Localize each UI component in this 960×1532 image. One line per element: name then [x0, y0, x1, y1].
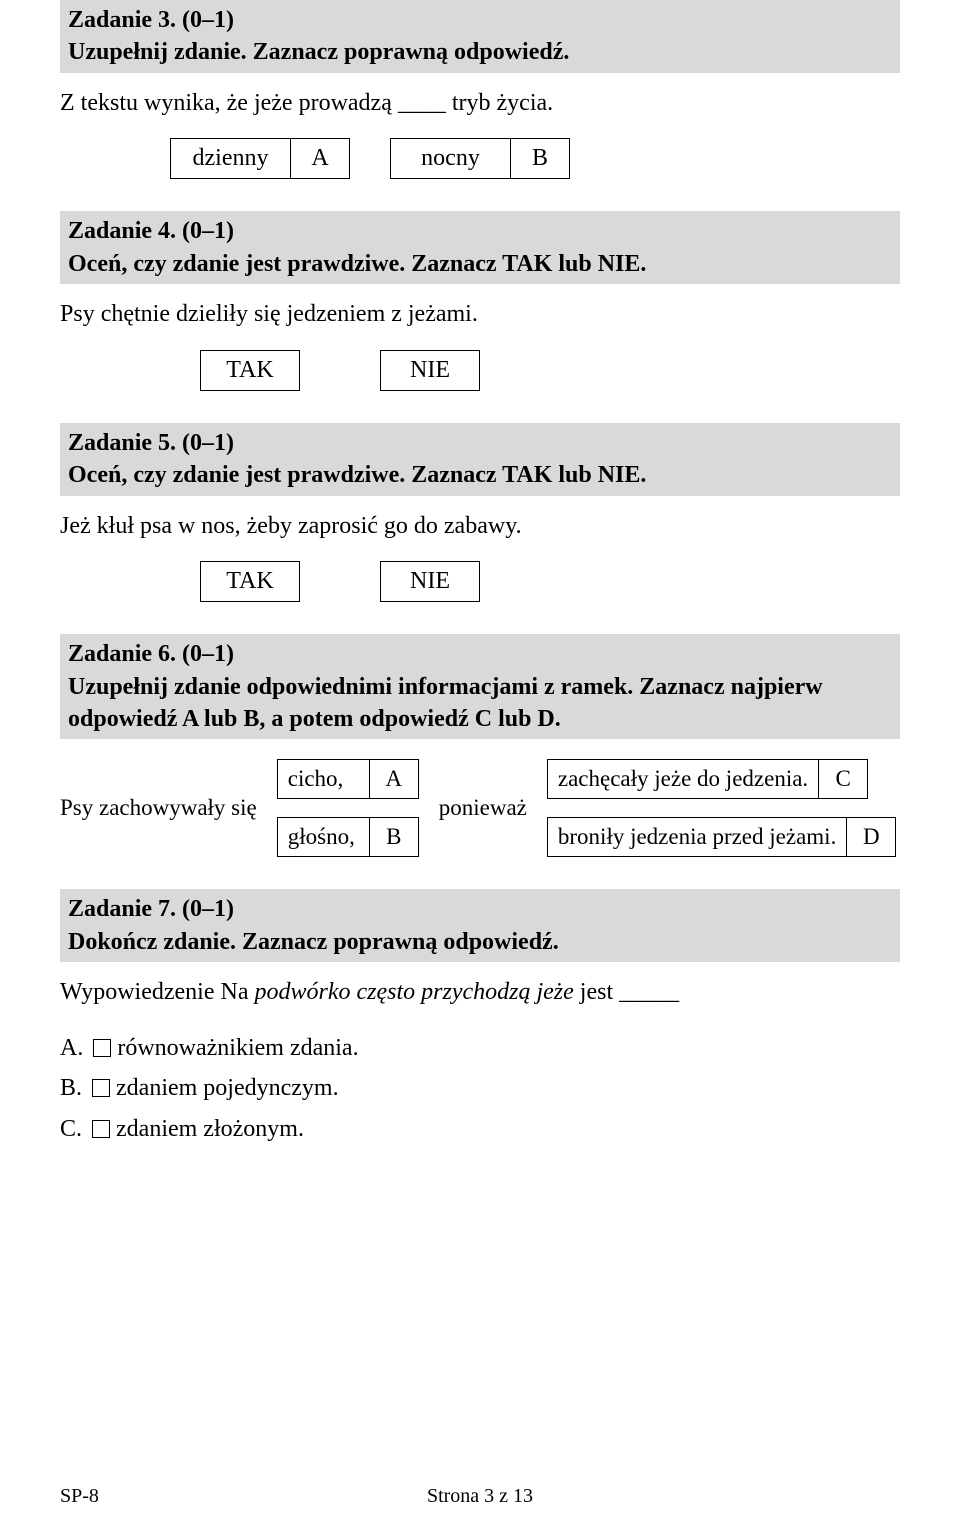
task7-answers: A. równoważnikiem zdania. B. zdaniem poj… [60, 1028, 900, 1150]
task3-title: Zadanie 3. (0–1) [68, 4, 892, 36]
checkbox-icon [93, 1039, 111, 1057]
option-label: cicho, [277, 759, 369, 799]
option-letter: C [818, 759, 868, 799]
page: Zadanie 3. (0–1) Uzupełnij zdanie. Zazna… [0, 0, 960, 1532]
task3-body: Z tekstu wynika, że jeże prowadzą ____ t… [60, 87, 900, 121]
option-letter: D [846, 817, 896, 857]
task6-lead: Psy zachowywały się [60, 795, 257, 821]
option-letter: B [369, 817, 419, 857]
page-footer: SP-8 Strona 3 z 13 [60, 1485, 900, 1508]
task6-instr: Uzupełnij zdanie odpowiednimi informacja… [68, 671, 892, 736]
task7-body-italic: podwórko często przychodzą jeże [254, 979, 573, 1005]
task4-title: Zadanie 4. (0–1) [68, 215, 892, 247]
task7-body-suffix: jest _____ [574, 979, 679, 1005]
task5-tak[interactable]: TAK [200, 561, 300, 602]
task6-left-stack: cicho, A głośno, B [277, 759, 419, 857]
task6-sentence: Psy zachowywały się cicho, A głośno, B p… [60, 759, 900, 857]
option-letter: A [290, 138, 350, 179]
option-label: zachęcały jeże do jedzenia. [547, 759, 818, 799]
task5-nie[interactable]: NIE [380, 561, 480, 602]
option-label: nocny [390, 138, 510, 179]
task5-instr: Oceń, czy zdanie jest prawdziwe. Zaznacz… [68, 459, 892, 491]
task3-option-a[interactable]: dzienny A [170, 138, 350, 179]
option-letter: A [369, 759, 419, 799]
task5-body: Jeż kłuł psa w nos, żeby zaprosić go do … [60, 510, 900, 544]
answer-text: równoważnikiem zdania. [117, 1035, 358, 1061]
task4-nie[interactable]: NIE [380, 350, 480, 391]
option-letter: B [510, 138, 570, 179]
footer-center: Strona 3 z 13 [60, 1485, 900, 1508]
task5-title: Zadanie 5. (0–1) [68, 427, 892, 459]
option-label: dzienny [170, 138, 290, 179]
task3-options: dzienny A nocny B [170, 138, 900, 179]
task4-body: Psy chętnie dzieliły się jedzeniem z jeż… [60, 298, 900, 332]
task4-instr: Oceń, czy zdanie jest prawdziwe. Zaznacz… [68, 248, 892, 280]
task7-header: Zadanie 7. (0–1) Dokończ zdanie. Zaznacz… [60, 889, 900, 962]
answer-text: zdaniem złożonym. [116, 1116, 304, 1142]
task3-instr: Uzupełnij zdanie. Zaznacz poprawną odpow… [68, 36, 892, 68]
option-label: broniły jedzenia przed jeżami. [547, 817, 846, 857]
task7-answer-a[interactable]: A. równoważnikiem zdania. [60, 1028, 900, 1069]
task7-answer-c[interactable]: C. zdaniem złożonym. [60, 1109, 900, 1150]
answer-prefix: C. [60, 1116, 88, 1142]
option-label: głośno, [277, 817, 369, 857]
task6-title: Zadanie 6. (0–1) [68, 638, 892, 670]
answer-prefix: A. [60, 1035, 89, 1061]
checkbox-icon [92, 1120, 110, 1138]
task5-header: Zadanie 5. (0–1) Oceń, czy zdanie jest p… [60, 423, 900, 496]
task6-option-d[interactable]: broniły jedzenia przed jeżami. D [547, 817, 896, 857]
answer-text: zdaniem pojedynczym. [116, 1075, 339, 1101]
answer-prefix: B. [60, 1075, 88, 1101]
task6-option-b[interactable]: głośno, B [277, 817, 419, 857]
task6-option-c[interactable]: zachęcały jeże do jedzenia. C [547, 759, 896, 799]
task5-taknie: TAK NIE [200, 561, 900, 602]
checkbox-icon [92, 1079, 110, 1097]
task4-tak[interactable]: TAK [200, 350, 300, 391]
task6-middle: ponieważ [439, 795, 527, 821]
task7-instr: Dokończ zdanie. Zaznacz poprawną odpowie… [68, 926, 892, 958]
task7-answer-b[interactable]: B. zdaniem pojedynczym. [60, 1068, 900, 1109]
task6-option-a[interactable]: cicho, A [277, 759, 419, 799]
task3-header: Zadanie 3. (0–1) Uzupełnij zdanie. Zazna… [60, 0, 900, 73]
task4-taknie: TAK NIE [200, 350, 900, 391]
task6-right-stack: zachęcały jeże do jedzenia. C broniły je… [547, 759, 896, 857]
task6-header: Zadanie 6. (0–1) Uzupełnij zdanie odpowi… [60, 634, 900, 739]
task4-header: Zadanie 4. (0–1) Oceń, czy zdanie jest p… [60, 211, 900, 284]
task3-option-b[interactable]: nocny B [390, 138, 570, 179]
task7-title: Zadanie 7. (0–1) [68, 893, 892, 925]
task7-body-prefix: Wypowiedzenie Na [60, 979, 254, 1005]
task7-body: Wypowiedzenie Na podwórko często przycho… [60, 976, 900, 1010]
